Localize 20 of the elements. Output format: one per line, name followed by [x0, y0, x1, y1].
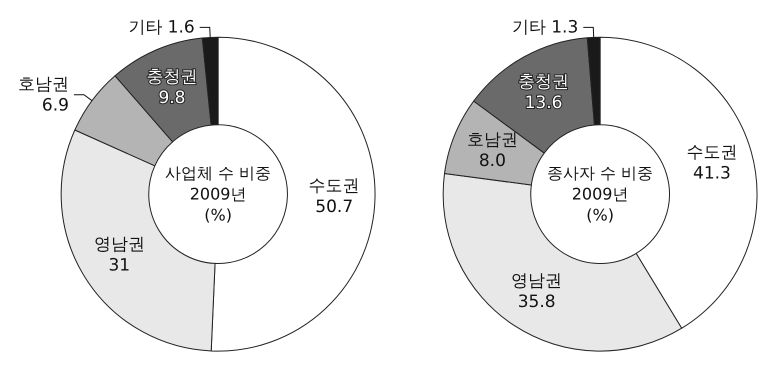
slice-label: 영남권 [94, 234, 145, 255]
text: 종사자 수 비중 2009년 (%) [547, 164, 654, 225]
data-label: 35.8 [518, 292, 556, 312]
slice-label: 기타 1.6 [128, 17, 195, 38]
slice-label: 호남권 [466, 130, 518, 150]
slice-label: 영남권 [511, 270, 562, 291]
data-label: 31 [108, 256, 130, 276]
data-label: 9.8 [158, 88, 186, 108]
data-label: 13.6 [524, 93, 562, 114]
data-label: 6.9 [42, 95, 69, 116]
slice-label: 충청권 [518, 72, 570, 92]
data-label: 41.3 [693, 163, 731, 184]
slice-label: 호남권 [18, 74, 69, 94]
data-label: 50.7 [315, 197, 354, 218]
slice-label: 수도권 [686, 142, 738, 162]
slice-label: 기타 1.3 [512, 17, 578, 38]
data-label: 8.0 [478, 151, 506, 172]
slice-label: 수도권 [308, 176, 360, 196]
slice-label: 충청권 [146, 67, 198, 88]
text: 사업체 수 비중 2009년 (%) [165, 164, 272, 225]
